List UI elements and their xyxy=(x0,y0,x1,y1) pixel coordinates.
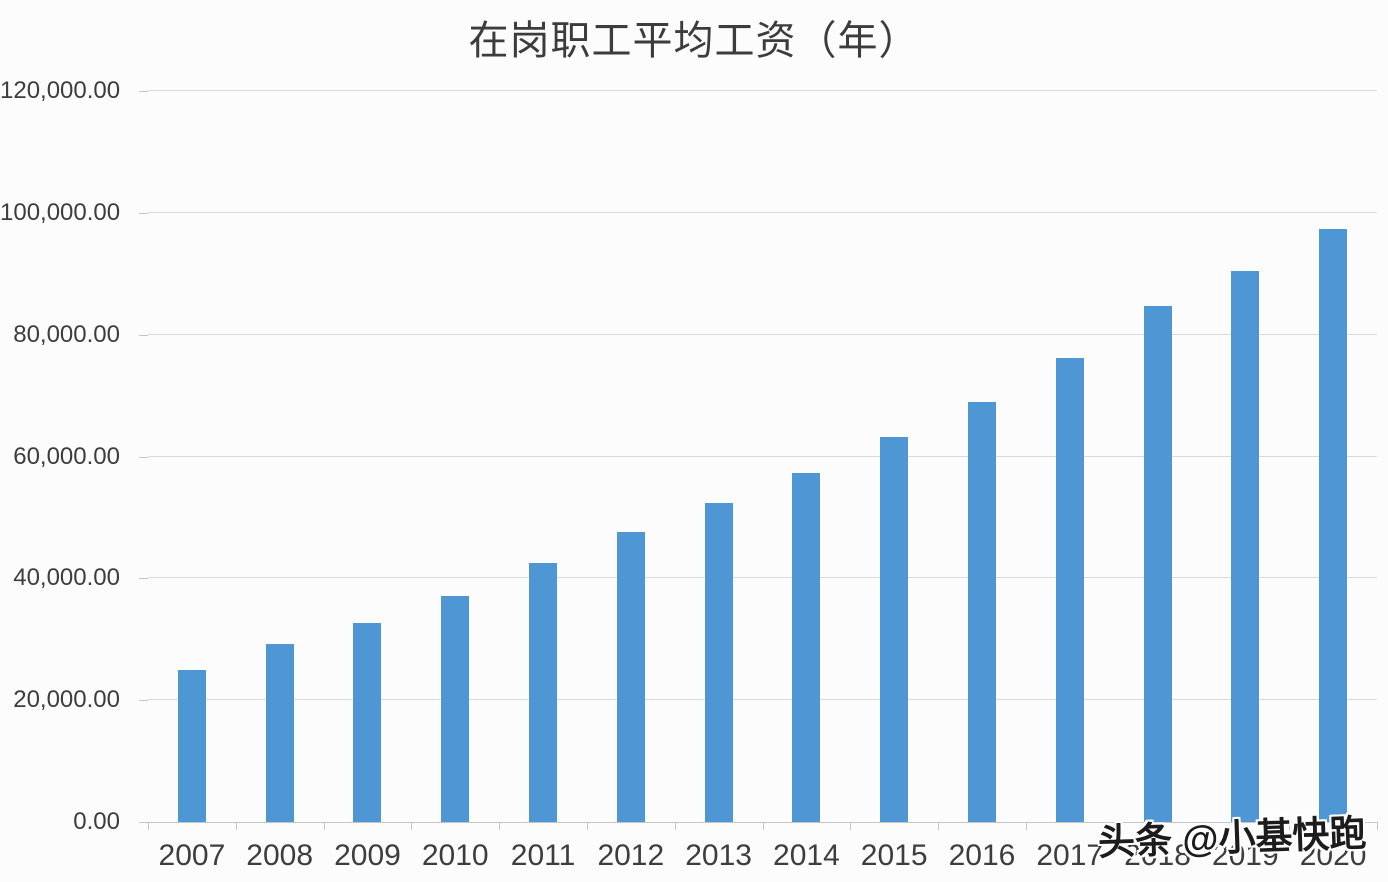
y-axis-tick-label: 20,000.00 xyxy=(13,686,120,714)
bar-2007 xyxy=(177,670,206,822)
x-axis-tick-mark xyxy=(235,822,237,830)
x-axis-tick-mark xyxy=(1289,822,1291,830)
x-axis-tick-label: 2007 xyxy=(158,839,226,872)
y-axis-tick-mark xyxy=(139,578,148,580)
bar-2014 xyxy=(792,472,821,822)
x-axis-tick-label: 2018 xyxy=(1124,839,1191,872)
y-axis-tick-label: 80,000.00 xyxy=(13,320,120,348)
x-axis-tick-mark xyxy=(586,822,588,830)
x-axis-tick-label: 2013 xyxy=(685,839,752,872)
x-axis-tick-mark xyxy=(1113,822,1115,830)
bar-2017 xyxy=(1055,358,1084,822)
bar-2013 xyxy=(704,502,733,822)
x-axis-tick-mark xyxy=(323,822,325,830)
x-axis-tick-label: 2010 xyxy=(421,839,489,872)
gridline xyxy=(148,90,1377,91)
x-axis-tick-mark xyxy=(850,822,852,830)
x-axis-tick-mark xyxy=(674,822,676,830)
bar-2012 xyxy=(616,532,645,822)
x-axis-tick-label: 2014 xyxy=(773,839,840,872)
gridline xyxy=(148,455,1377,457)
x-axis-tick-label: 2008 xyxy=(246,839,314,872)
bar-2016 xyxy=(967,401,996,822)
x-axis-tick-label: 2011 xyxy=(510,839,576,872)
watermark: 头条 @小基快跑 xyxy=(1097,812,1368,863)
y-axis-tick-mark xyxy=(139,334,148,336)
bar-2009 xyxy=(353,622,382,822)
x-axis-tick-mark xyxy=(411,822,413,830)
x-axis-line-ticks xyxy=(148,822,1378,831)
chart-title: 在岗职工平均工资（年） xyxy=(468,19,920,63)
y-axis-tick-label: 60,000.00 xyxy=(13,442,120,470)
bar-2008 xyxy=(265,643,294,822)
x-axis-tick-label: 2016 xyxy=(948,839,1016,872)
gridline xyxy=(148,211,1377,213)
y-axis-tick-label: 100,000.00 xyxy=(0,198,121,226)
y-axis: 0.00 20,000.00 40,000.00 60,000.00 80,000.00… xyxy=(0,77,148,835)
bar-2011 xyxy=(529,563,558,822)
y-axis-tick-label: 0.00 xyxy=(73,808,120,835)
gridline xyxy=(148,577,1377,579)
x-axis-tick-label: 2015 xyxy=(860,839,928,872)
bar-2015 xyxy=(880,436,909,822)
bar-2018 xyxy=(1143,305,1172,822)
bar-2010 xyxy=(441,595,470,822)
x-axis-tick-label: 2009 xyxy=(334,839,401,872)
x-axis-tick-mark xyxy=(148,822,149,830)
x-axis-tick-label: 2017 xyxy=(1036,839,1104,872)
y-axis-tick-mark xyxy=(139,212,148,214)
x-axis-tick-mark xyxy=(938,822,940,830)
bar-2020 xyxy=(1319,228,1348,822)
x-axis-tick-mark xyxy=(1201,822,1203,830)
y-axis-tick-mark xyxy=(139,456,148,458)
plot-area xyxy=(148,90,1377,823)
x-axis-tick-mark xyxy=(499,822,501,830)
y-axis-tick-label: 40,000.00 xyxy=(13,564,120,592)
x-axis-tick-mark xyxy=(1377,822,1378,830)
x-axis-tick-mark xyxy=(762,822,764,830)
gridline xyxy=(148,699,1377,701)
x-axis-tick-mark xyxy=(1025,822,1027,830)
y-axis-tick-mark xyxy=(139,91,148,92)
y-axis-tick-label: 120,000.00 xyxy=(0,77,121,104)
x-axis-tick-label: 2019 xyxy=(1211,839,1279,872)
x-axis-tick-label: 2012 xyxy=(597,839,665,872)
bar-2019 xyxy=(1231,270,1260,822)
y-axis-tick-mark xyxy=(139,700,148,702)
y-axis-tick-mark xyxy=(139,822,148,823)
gridline xyxy=(148,333,1377,335)
x-axis-tick-label: 2020 xyxy=(1299,839,1367,872)
x-axis-labels: 2007 2008 2009 2010 2011 2012 2013 2014 2015 2016… xyxy=(148,838,1377,878)
